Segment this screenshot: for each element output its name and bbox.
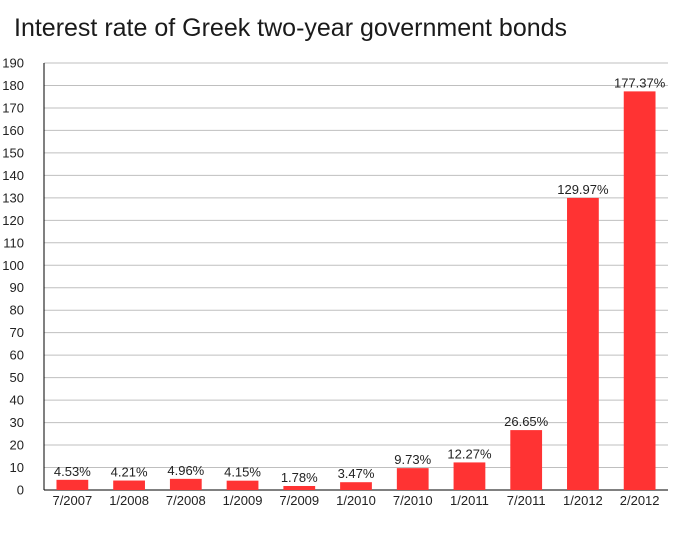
data-label: 26.65% [504,414,549,429]
bar [169,478,202,490]
x-tick-label: 1/2011 [450,493,489,508]
y-tick-label: 40 [10,393,24,408]
y-tick-label: 170 [2,100,24,115]
data-label: 12.27% [447,446,492,461]
bar [396,468,429,490]
bar [510,430,543,490]
chart-title: Interest rate of Greek two-year governme… [14,14,568,42]
y-tick-label: 0 [17,483,24,498]
y-tick-label: 30 [10,415,24,430]
y-tick-label: 130 [2,190,24,205]
y-tick-label: 110 [3,235,24,250]
y-tick-label: 180 [2,78,24,93]
y-tick-label: 60 [10,348,24,363]
x-tick-label: 1/2008 [109,493,149,508]
y-tick-label: 20 [10,438,24,453]
x-tick-label: 1/2009 [223,493,263,508]
y-tick-label: 190 [2,56,24,71]
data-label: 4.53% [54,464,91,479]
y-tick-label: 160 [2,123,24,138]
data-label: 4.96% [167,463,204,478]
data-label: 3.47% [338,466,375,481]
y-tick-label: 140 [2,168,24,183]
y-tick-label: 50 [10,370,24,385]
data-label: 177.37% [614,75,666,90]
bar [340,482,372,490]
bar [56,479,89,490]
y-tick-label: 100 [2,258,24,273]
x-tick-label: 2/2012 [620,493,660,508]
data-label: 4.15% [224,465,261,480]
bar [623,91,656,490]
y-tick-label: 90 [10,280,24,295]
data-label: 129.97% [557,182,609,197]
data-label: 1.78% [281,470,318,485]
bar [567,197,599,490]
y-tick-label: 120 [2,213,24,228]
y-tick-label: 10 [10,460,24,475]
y-tick-label: 80 [10,303,24,318]
x-tick-label: 7/2007 [52,493,92,508]
bar [226,480,259,490]
x-tick-label: 1/2010 [336,493,376,508]
x-tick-label: 7/2009 [279,493,319,508]
x-tick-label: 1/2012 [563,493,603,508]
x-tick-label: 7/2008 [166,493,206,508]
x-tick-label: 7/2011 [507,493,546,508]
x-tick-label: 7/2010 [393,493,433,508]
bar [283,485,316,490]
data-label: 4.21% [111,465,148,480]
y-tick-label: 70 [10,325,24,340]
bar [113,480,145,490]
bar [453,462,486,490]
data-label: 9.73% [394,452,431,467]
y-tick-label: 150 [2,145,24,160]
